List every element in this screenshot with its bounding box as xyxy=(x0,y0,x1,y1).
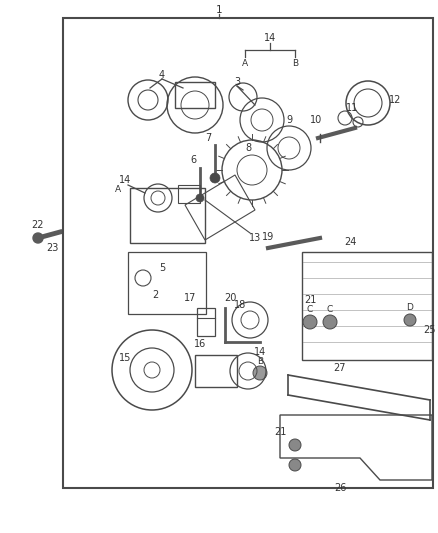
Text: 4: 4 xyxy=(159,70,165,80)
Text: 15: 15 xyxy=(119,353,131,363)
Bar xyxy=(128,252,206,314)
Text: C: C xyxy=(327,305,333,314)
Text: 27: 27 xyxy=(334,363,346,373)
Text: 11: 11 xyxy=(346,103,358,113)
Text: 24: 24 xyxy=(344,237,356,247)
Text: 20: 20 xyxy=(224,293,236,303)
Bar xyxy=(63,18,433,488)
Bar xyxy=(178,185,200,203)
Circle shape xyxy=(323,315,337,329)
Bar xyxy=(175,82,215,108)
Text: 12: 12 xyxy=(389,95,401,105)
Circle shape xyxy=(33,233,43,243)
Bar xyxy=(195,355,237,387)
Text: 5: 5 xyxy=(159,263,165,273)
Text: 8: 8 xyxy=(245,143,251,153)
Text: 2: 2 xyxy=(152,290,158,300)
Bar xyxy=(302,252,432,360)
Text: 14: 14 xyxy=(254,347,266,357)
Text: 21: 21 xyxy=(304,295,316,305)
Circle shape xyxy=(253,366,267,380)
Text: A: A xyxy=(115,185,121,195)
Circle shape xyxy=(303,315,317,329)
Text: 19: 19 xyxy=(262,232,274,242)
Circle shape xyxy=(404,314,416,326)
Text: 9: 9 xyxy=(286,115,292,125)
Text: 21: 21 xyxy=(274,427,286,437)
Circle shape xyxy=(289,439,301,451)
Text: B: B xyxy=(292,59,298,68)
Text: 17: 17 xyxy=(184,293,196,303)
Circle shape xyxy=(196,194,204,202)
Text: 14: 14 xyxy=(264,33,276,43)
Circle shape xyxy=(289,459,301,471)
Text: 13: 13 xyxy=(249,233,261,243)
Text: 16: 16 xyxy=(194,339,206,349)
Text: 10: 10 xyxy=(310,115,322,125)
Bar xyxy=(130,188,205,243)
Circle shape xyxy=(210,173,220,183)
Text: B: B xyxy=(257,358,263,367)
Text: 6: 6 xyxy=(190,155,196,165)
Text: 26: 26 xyxy=(334,483,346,493)
Text: C: C xyxy=(307,305,313,314)
Bar xyxy=(197,308,215,336)
Text: 3: 3 xyxy=(234,77,240,87)
Text: 1: 1 xyxy=(215,5,223,15)
Text: 25: 25 xyxy=(424,325,436,335)
Text: 14: 14 xyxy=(119,175,131,185)
Text: 7: 7 xyxy=(205,133,211,143)
Text: A: A xyxy=(242,59,248,68)
Text: 18: 18 xyxy=(234,300,246,310)
Text: 23: 23 xyxy=(46,243,58,253)
Text: 22: 22 xyxy=(32,220,44,230)
Text: D: D xyxy=(406,303,413,312)
